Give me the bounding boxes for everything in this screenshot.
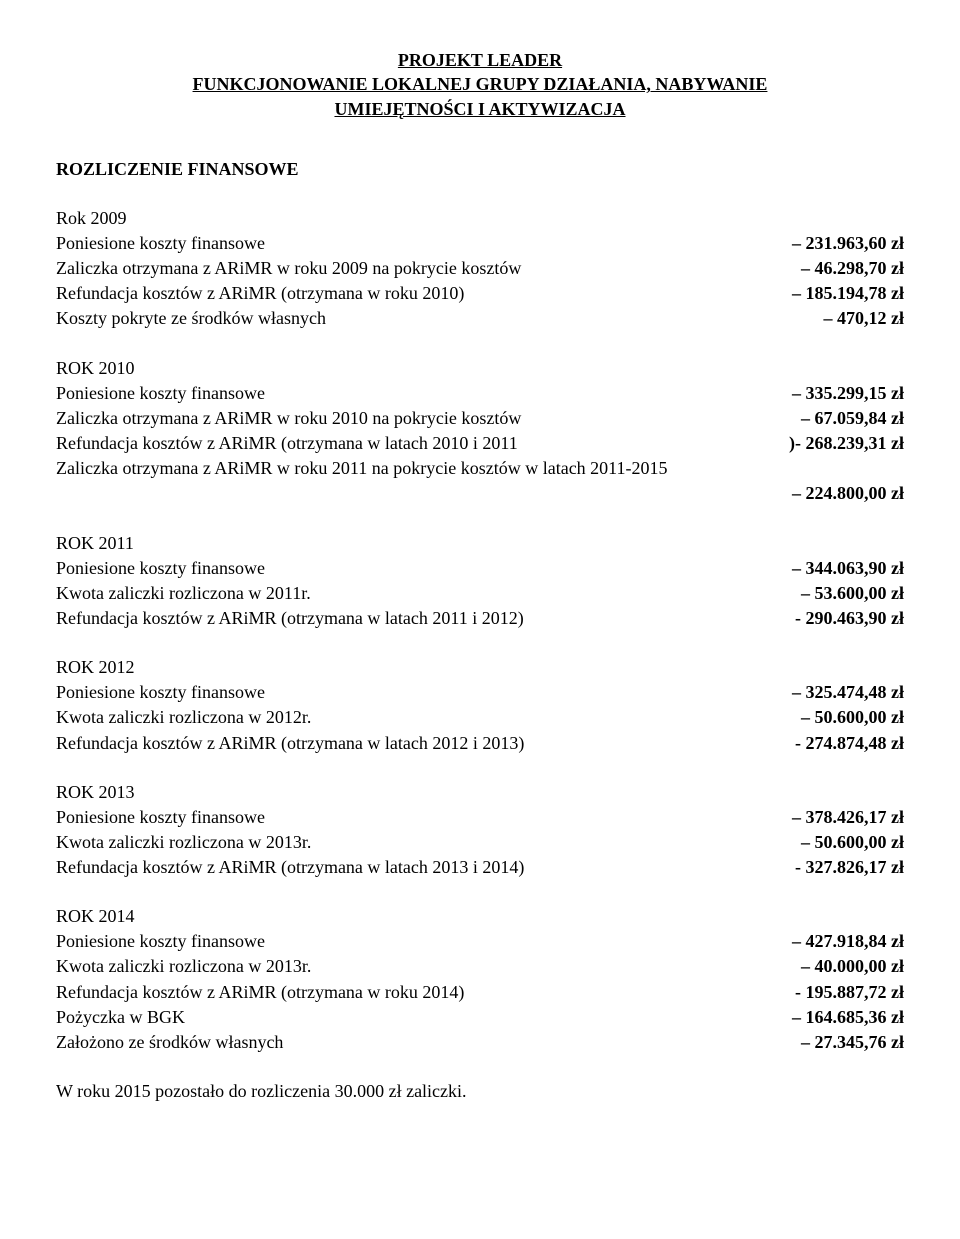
row-value: – 67.059,84 zł [801,406,904,431]
year-2011-rows: Poniesione koszty finansowe– 344.063,90 … [56,556,904,632]
year-2014-label: ROK 2014 [56,906,904,927]
row-label: Poniesione koszty finansowe [56,556,792,581]
row-value: – 40.000,00 zł [801,954,904,979]
year-2010-wrap-value: – 224.800,00 zł [56,481,904,506]
finance-row: Poniesione koszty finansowe– 378.426,17 … [56,805,904,830]
year-2011-block: ROK 2011 Poniesione koszty finansowe– 34… [56,533,904,632]
row-value: )- 268.239,31 zł [789,431,904,456]
year-2010-block: ROK 2010 Poniesione koszty finansowe– 33… [56,358,904,507]
finance-row: Refundacja kosztów z ARiMR (otrzymana w … [56,606,904,631]
finance-row: Poniesione koszty finansowe– 335.299,15 … [56,381,904,406]
row-label: Poniesione koszty finansowe [56,381,792,406]
finance-row: Koszty pokryte ze środków własnych– 470,… [56,306,904,331]
finance-row: Refundacja kosztów z ARiMR (otrzymana w … [56,855,904,880]
year-2010-label: ROK 2010 [56,358,904,379]
row-label: Poniesione koszty finansowe [56,929,792,954]
row-label: Refundacja kosztów z ARiMR (otrzymana w … [56,980,795,1005]
row-value: – 335.299,15 zł [792,381,904,406]
finance-row: Refundacja kosztów z ARiMR (otrzymana w … [56,281,904,306]
finance-row: Refundacja kosztów z ARiMR (otrzymana w … [56,731,904,756]
year-2012-block: ROK 2012 Poniesione koszty finansowe– 32… [56,657,904,756]
row-label: Kwota zaliczki rozliczona w 2011r. [56,581,801,606]
row-label: Poniesione koszty finansowe [56,805,792,830]
row-value: – 46.298,70 zł [801,256,904,281]
row-value: – 164.685,36 zł [792,1005,904,1030]
row-label: Refundacja kosztów z ARiMR (otrzymana w … [56,606,795,631]
year-2014-rows: Poniesione koszty finansowe– 427.918,84 … [56,929,904,1055]
row-label: Kwota zaliczki rozliczona w 2013r. [56,954,801,979]
year-2009-rows: Poniesione koszty finansowe– 231.963,60 … [56,231,904,332]
row-value: - 274.874,48 zł [795,731,904,756]
title-line-1: PROJEKT LEADER [56,48,904,72]
finance-row: Kwota zaliczki rozliczona w 2013r.– 50.6… [56,830,904,855]
finance-row: Poniesione koszty finansowe– 325.474,48 … [56,680,904,705]
finance-row: Zaliczka otrzymana z ARiMR w roku 2009 n… [56,256,904,281]
year-2011-label: ROK 2011 [56,533,904,554]
row-label: Kwota zaliczki rozliczona w 2012r. [56,705,801,730]
year-2009-block: Rok 2009 Poniesione koszty finansowe– 23… [56,208,904,332]
row-label: Założono ze środków własnych [56,1030,801,1055]
row-label: Koszty pokryte ze środków własnych [56,306,824,331]
title-line-3: UMIEJĘTNOŚCI I AKTYWIZACJA [56,97,904,121]
year-2013-label: ROK 2013 [56,782,904,803]
finance-row: Poniesione koszty finansowe– 427.918,84 … [56,929,904,954]
finance-row: Kwota zaliczki rozliczona w 2011r.– 53.6… [56,581,904,606]
year-2012-rows: Poniesione koszty finansowe– 325.474,48 … [56,680,904,756]
row-value: – 325.474,48 zł [792,680,904,705]
row-label: Refundacja kosztów z ARiMR (otrzymana w … [56,731,795,756]
row-value: – 344.063,90 zł [792,556,904,581]
finance-row: Zaliczka otrzymana z ARiMR w roku 2010 n… [56,406,904,431]
row-label: Zaliczka otrzymana z ARiMR w roku 2009 n… [56,256,801,281]
row-label: Zaliczka otrzymana z ARiMR w roku 2010 n… [56,406,801,431]
title-line-2: FUNKCJONOWANIE LOKALNEJ GRUPY DZIAŁANIA,… [56,72,904,96]
row-label: Poniesione koszty finansowe [56,231,792,256]
row-value: – 27.345,76 zł [801,1030,904,1055]
row-label: Refundacja kosztów z ARiMR (otrzymana w … [56,281,792,306]
row-label: Pożyczka w BGK [56,1005,792,1030]
year-2013-block: ROK 2013 Poniesione koszty finansowe– 37… [56,782,904,881]
year-2010-rows: Poniesione koszty finansowe– 335.299,15 … [56,381,904,457]
finance-row: Pożyczka w BGK– 164.685,36 zł [56,1005,904,1030]
finance-row: Kwota zaliczki rozliczona w 2013r.– 40.0… [56,954,904,979]
subheading: ROZLICZENIE FINANSOWE [56,159,904,180]
finance-row: Refundacja kosztów z ARiMR (otrzymana w … [56,980,904,1005]
row-value: – 427.918,84 zł [792,929,904,954]
row-value: – 231.963,60 zł [792,231,904,256]
closing-line: W roku 2015 pozostało do rozliczenia 30.… [56,1081,904,1102]
row-label: Poniesione koszty finansowe [56,680,792,705]
row-value: – 50.600,00 zł [801,830,904,855]
finance-row: Poniesione koszty finansowe– 344.063,90 … [56,556,904,581]
row-value: - 290.463,90 zł [795,606,904,631]
row-value: – 185.194,78 zł [792,281,904,306]
year-2010-wrap-line: Zaliczka otrzymana z ARiMR w roku 2011 n… [56,456,904,481]
finance-row: Poniesione koszty finansowe– 231.963,60 … [56,231,904,256]
finance-row: Refundacja kosztów z ARiMR (otrzymana w … [56,431,904,456]
row-value: – 378.426,17 zł [792,805,904,830]
year-2009-label: Rok 2009 [56,208,904,229]
row-value: - 327.826,17 zł [795,855,904,880]
year-2013-rows: Poniesione koszty finansowe– 378.426,17 … [56,805,904,881]
row-value: – 470,12 zł [824,306,905,331]
row-label: Refundacja kosztów z ARiMR (otrzymana w … [56,855,795,880]
row-label: Refundacja kosztów z ARiMR (otrzymana w … [56,431,789,456]
row-value: – 50.600,00 zł [801,705,904,730]
row-value: – 53.600,00 zł [801,581,904,606]
row-label: Kwota zaliczki rozliczona w 2013r. [56,830,801,855]
year-2014-block: ROK 2014 Poniesione koszty finansowe– 42… [56,906,904,1055]
finance-row: Założono ze środków własnych– 27.345,76 … [56,1030,904,1055]
year-2012-label: ROK 2012 [56,657,904,678]
row-value: - 195.887,72 zł [795,980,904,1005]
title-block: PROJEKT LEADER FUNKCJONOWANIE LOKALNEJ G… [56,48,904,121]
finance-row: Kwota zaliczki rozliczona w 2012r.– 50.6… [56,705,904,730]
